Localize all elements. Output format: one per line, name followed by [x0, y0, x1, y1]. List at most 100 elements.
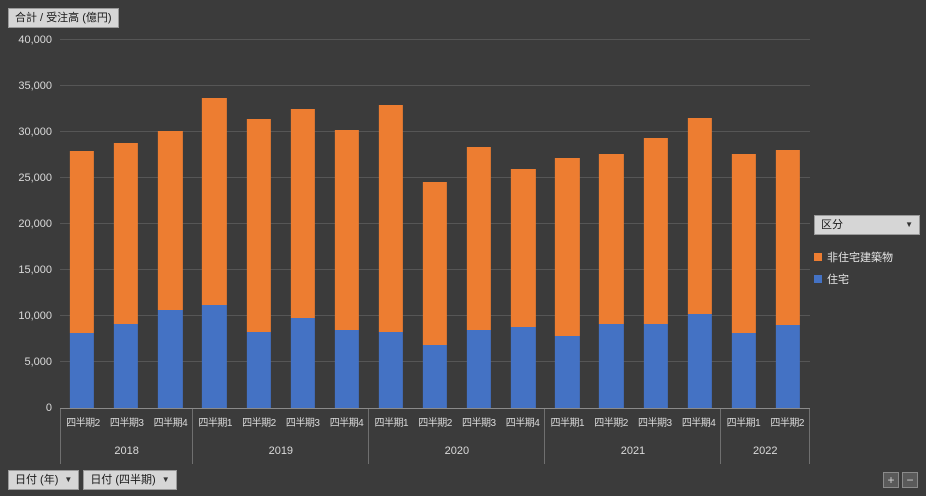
x-tick-label: 四半期2: [66, 418, 100, 429]
bar-segment-住宅[interactable]: [511, 327, 536, 408]
y-tick-label: 0: [45, 402, 52, 414]
legend-entry-住宅[interactable]: 住宅: [814, 271, 920, 287]
y-tick-label: 30,000: [18, 126, 52, 138]
bar-segment-住宅[interactable]: [422, 344, 448, 408]
bar-group-2020: [369, 40, 545, 408]
bar-segment-住宅[interactable]: [69, 333, 95, 408]
bar-segment-住宅[interactable]: [290, 317, 315, 408]
year-label-group: 2018: [60, 438, 194, 464]
bar-segment-非住宅建築物[interactable]: [467, 146, 492, 330]
bar-segment-住宅[interactable]: [202, 304, 227, 408]
bar-segment-非住宅建築物[interactable]: [643, 137, 668, 325]
bar-segment-住宅[interactable]: [775, 325, 801, 408]
legend-swatch-icon: [814, 253, 822, 261]
year-label-group: 2020: [369, 438, 546, 464]
bar-segment-非住宅建築物[interactable]: [290, 109, 315, 318]
plot-area: [60, 39, 810, 409]
x-tick-label: 四半期4: [153, 418, 188, 429]
bar-segment-非住宅建築物[interactable]: [202, 97, 227, 305]
x-tick-label: 四半期1: [198, 418, 232, 429]
year-label: 2019: [268, 445, 294, 457]
bar-segment-非住宅建築物[interactable]: [687, 118, 712, 315]
bar-group-2022: [722, 40, 810, 408]
bar-segment-非住宅建築物[interactable]: [555, 157, 580, 337]
bar-segment-住宅[interactable]: [687, 314, 712, 408]
x-axis-quarters: 四半期2 四半期3 四半期4 四半期1 四半期2 四半期3 四半期4 四半期1 四半期2 四半期3…: [60, 409, 811, 438]
year-field-button[interactable]: 日付 (年) ▼: [8, 470, 80, 490]
bar-segment-住宅[interactable]: [643, 324, 668, 408]
zoom-controls: + −: [883, 472, 918, 488]
gridline: [60, 85, 810, 86]
x-tick-label: 四半期2: [770, 418, 804, 429]
bar-segment-非住宅建築物[interactable]: [511, 168, 536, 328]
y-tick-label: 10,000: [18, 310, 52, 322]
y-tick-label: 15,000: [18, 264, 52, 276]
bar-segment-住宅[interactable]: [731, 333, 756, 408]
bar-slot: [501, 40, 545, 408]
bar-segment-非住宅建築物[interactable]: [158, 131, 183, 311]
bar-segment-住宅[interactable]: [555, 336, 580, 408]
chevron-down-icon: ▼: [64, 475, 73, 484]
bar-segment-非住宅建築物[interactable]: [775, 150, 801, 326]
quarter-label-group-2021: 四半期1 四半期2 四半期3 四半期4: [545, 409, 722, 438]
bar-segment-住宅[interactable]: [378, 331, 404, 408]
bar-group-2018: [60, 40, 192, 408]
y-tick-label: 40,000: [18, 34, 52, 46]
x-tick-label: 四半期4: [329, 418, 364, 429]
bar-segment-非住宅建築物[interactable]: [69, 151, 95, 334]
quarter-field-label: 日付 (四半期): [90, 474, 156, 486]
bar-slot: [766, 40, 810, 408]
zoom-in-button[interactable]: +: [883, 472, 899, 488]
x-tick-label: 四半期4: [681, 418, 716, 429]
bar-slot: [281, 40, 325, 408]
bar-segment-非住宅建築物[interactable]: [114, 143, 139, 325]
year-label: 2018: [114, 445, 139, 457]
bar-segment-非住宅建築物[interactable]: [599, 154, 624, 325]
gridline: [60, 39, 810, 40]
bar-slot: [192, 40, 236, 408]
gridline: [60, 131, 810, 132]
bar-segment-非住宅建築物[interactable]: [422, 181, 448, 345]
bar-segment-住宅[interactable]: [599, 324, 624, 408]
quarter-label-group-2019: 四半期1 四半期2 四半期3 四半期4: [193, 409, 370, 438]
axis-field-buttons: 日付 (年) ▼ 日付 (四半期) ▼: [8, 470, 177, 490]
bar-segment-住宅[interactable]: [158, 310, 183, 408]
zoom-out-button[interactable]: −: [902, 472, 918, 488]
bar-segment-非住宅建築物[interactable]: [378, 105, 404, 332]
bar-segment-住宅[interactable]: [246, 331, 271, 408]
x-tick-label: 四半期3: [461, 418, 496, 429]
x-tick-label: 四半期2: [594, 418, 628, 429]
bar-segment-住宅[interactable]: [467, 329, 492, 408]
year-label-group: 2019: [193, 438, 370, 464]
value-field-button[interactable]: 合計 / 受注高 (億円): [8, 8, 119, 28]
year-label-group: 2021: [545, 438, 722, 464]
bar-slot: [634, 40, 678, 408]
year-label: 2021: [620, 445, 646, 457]
bar-segment-非住宅建築物[interactable]: [246, 119, 271, 332]
legend-field-label: 区分: [821, 219, 843, 231]
y-tick-label: 35,000: [18, 80, 52, 92]
x-tick-label: 四半期3: [638, 418, 672, 429]
x-axis-years: 2018 2019 2020 2021 2022: [60, 438, 811, 464]
legend-label: 非住宅建築物: [827, 252, 893, 264]
y-axis: 0 5,000 10,000 15,000 20,000 25,000 30,000 35,0…: [0, 34, 52, 414]
bar-segment-住宅[interactable]: [334, 329, 359, 408]
quarter-field-button[interactable]: 日付 (四半期) ▼: [83, 470, 177, 490]
x-tick-label: 四半期1: [726, 418, 761, 429]
chevron-down-icon: ▼: [161, 475, 170, 484]
legend-entry-非住宅建築物[interactable]: 非住宅建築物: [814, 249, 920, 265]
bar-segment-非住宅建築物[interactable]: [334, 130, 359, 330]
bar-slot: [325, 40, 369, 408]
bar-slot: [678, 40, 722, 408]
bar-slot: [369, 40, 413, 408]
bar-slot: [722, 40, 766, 408]
x-tick-label: 四半期3: [285, 418, 320, 429]
gridline: [60, 177, 810, 178]
chevron-down-icon: ▼: [905, 220, 913, 229]
bars-layer: [60, 40, 810, 408]
legend-field-button[interactable]: 区分 ▼: [814, 215, 920, 235]
bar-segment-非住宅建築物[interactable]: [731, 154, 756, 334]
bar-segment-住宅[interactable]: [114, 324, 139, 408]
year-label-group: 2022: [721, 438, 811, 464]
value-field-label: 合計 / 受注高 (億円): [15, 12, 112, 24]
